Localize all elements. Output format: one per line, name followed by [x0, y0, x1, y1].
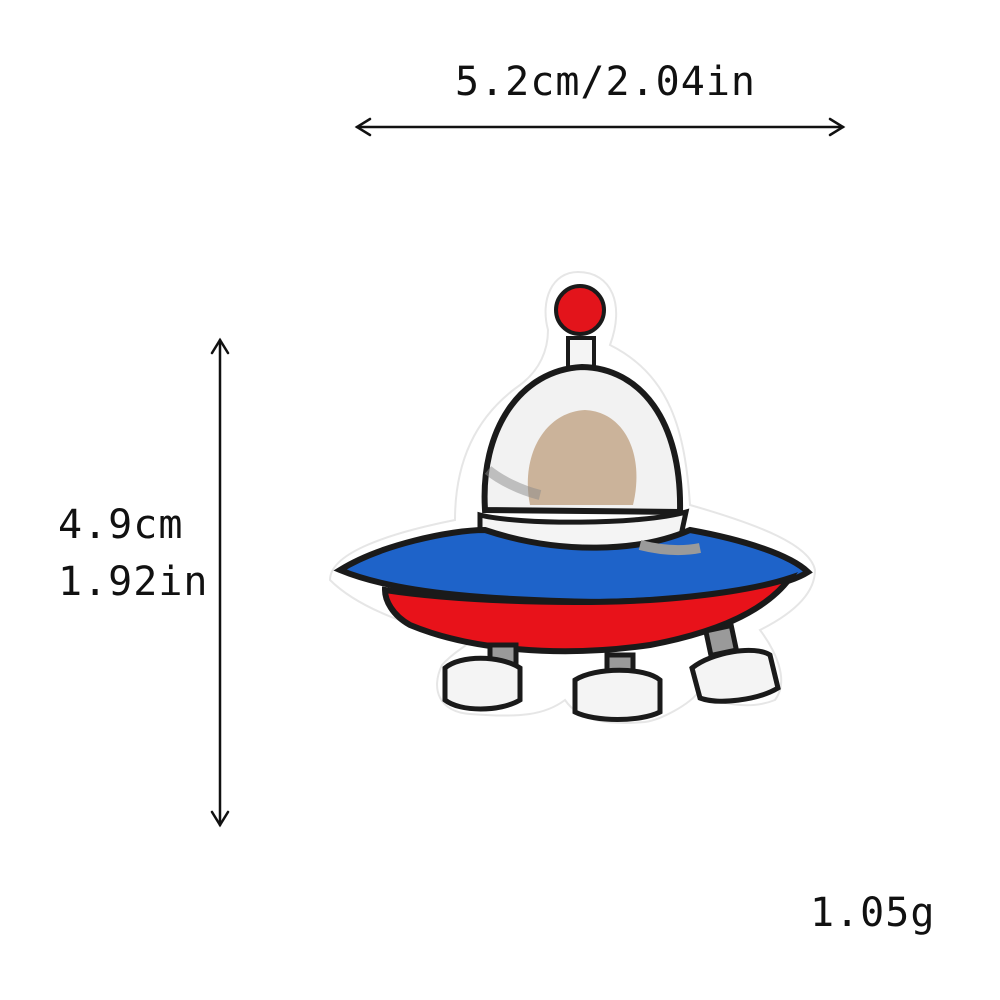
antenna [554, 284, 606, 370]
width-dimension-label: 5.2cm/2.04in [455, 59, 756, 105]
width-arrow [354, 117, 846, 137]
ufo-legs [442, 622, 781, 722]
height-dimension-cm-label: 4.9cm [58, 502, 184, 548]
saucer-red [381, 572, 799, 655]
height-dimension-in-label: 1.92in [58, 559, 209, 605]
height-arrow [210, 337, 230, 828]
weight-label: 1.05g [810, 890, 936, 936]
saucer-blue [333, 526, 813, 606]
